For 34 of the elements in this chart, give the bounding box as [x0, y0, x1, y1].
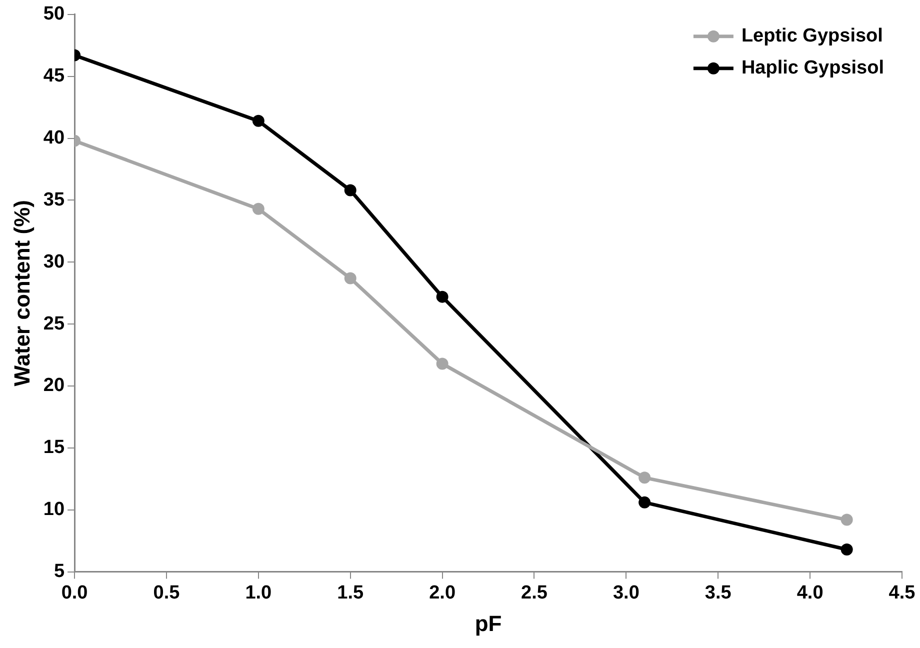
x-tick-label: 3.5 [704, 582, 732, 604]
y-tick-label: 5 [54, 561, 65, 582]
point [252, 114, 264, 127]
y-tick-label: 35 [43, 189, 65, 210]
x-tick-label: 4.5 [888, 582, 916, 604]
y-tick-label: 10 [43, 499, 65, 520]
point [344, 184, 356, 196]
x-tick-label: 2.5 [521, 582, 548, 604]
y-tick-label: 15 [43, 437, 65, 458]
x-tick-label: 0.0 [61, 582, 88, 604]
point [344, 272, 356, 284]
point [840, 514, 853, 526]
point [436, 358, 448, 370]
point [638, 472, 651, 484]
point [252, 202, 264, 215]
x-tick-label: 4.0 [796, 582, 824, 604]
y-tick-label: 45 [43, 66, 65, 87]
point [436, 290, 448, 303]
x-axis-title: pF [474, 610, 502, 636]
y-tick-label: 50 [43, 4, 65, 25]
y-tick-label: 25 [43, 313, 65, 334]
y-tick-label: 20 [43, 375, 65, 396]
point [638, 496, 651, 508]
point [840, 544, 853, 556]
x-tick-label: 1.0 [245, 582, 272, 604]
x-tick-label: 3.0 [612, 582, 640, 604]
y-axis-title: Water content (%) [9, 200, 34, 386]
x-tick-label: 2.0 [429, 582, 456, 604]
legend-label: Haplic Gypsisol [741, 58, 884, 79]
x-tick-label: 1.5 [337, 582, 364, 604]
x-tick-label: 0.5 [153, 582, 180, 604]
legend-label: Leptic Gypsisol [741, 26, 883, 47]
y-tick-label: 40 [43, 128, 65, 148]
y-tick-label: 30 [43, 251, 65, 272]
